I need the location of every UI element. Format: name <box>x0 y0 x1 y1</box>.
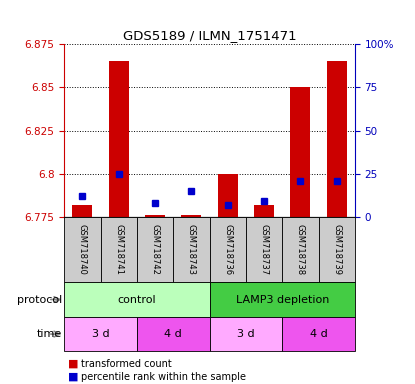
Bar <box>282 317 355 351</box>
Bar <box>64 282 210 317</box>
Bar <box>290 88 310 217</box>
Bar <box>210 217 246 282</box>
Text: 3 d: 3 d <box>237 329 255 339</box>
Bar <box>64 317 137 351</box>
Title: GDS5189 / ILMN_1751471: GDS5189 / ILMN_1751471 <box>123 28 296 41</box>
Text: LAMP3 depletion: LAMP3 depletion <box>236 295 329 305</box>
Text: protocol: protocol <box>17 295 62 305</box>
Bar <box>327 61 347 217</box>
Bar <box>210 317 282 351</box>
Text: control: control <box>117 295 156 305</box>
Text: GSM718739: GSM718739 <box>332 224 341 275</box>
Text: GSM718742: GSM718742 <box>151 224 160 275</box>
Bar <box>64 217 101 282</box>
Bar <box>210 282 355 317</box>
Text: ■: ■ <box>68 359 79 369</box>
Bar <box>109 61 129 217</box>
Text: GSM718738: GSM718738 <box>296 224 305 275</box>
Bar <box>319 217 355 282</box>
Text: time: time <box>37 329 62 339</box>
Bar <box>173 217 210 282</box>
Text: 4 d: 4 d <box>164 329 182 339</box>
Text: GSM718740: GSM718740 <box>78 224 87 275</box>
Text: GSM718743: GSM718743 <box>187 224 196 275</box>
Bar <box>282 217 319 282</box>
Text: transformed count: transformed count <box>81 359 172 369</box>
Text: GSM718741: GSM718741 <box>114 224 123 275</box>
Bar <box>254 205 274 217</box>
Bar <box>101 217 137 282</box>
Text: 3 d: 3 d <box>92 329 110 339</box>
Bar <box>73 205 93 217</box>
Text: GSM718737: GSM718737 <box>259 224 269 275</box>
Text: GSM718736: GSM718736 <box>223 224 232 275</box>
Bar <box>246 217 282 282</box>
Bar <box>181 215 201 217</box>
Text: ■: ■ <box>68 372 79 382</box>
Bar <box>137 317 210 351</box>
Bar <box>137 217 173 282</box>
Text: percentile rank within the sample: percentile rank within the sample <box>81 372 246 382</box>
Bar <box>218 174 238 217</box>
Bar <box>145 215 165 217</box>
Text: 4 d: 4 d <box>310 329 327 339</box>
